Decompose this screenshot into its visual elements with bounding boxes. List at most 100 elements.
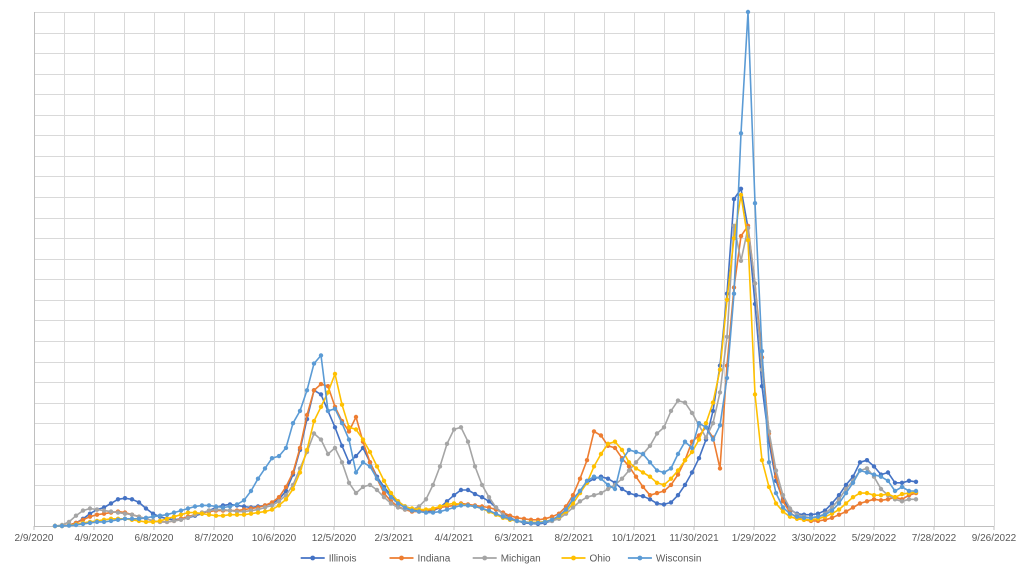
data-point <box>115 497 121 502</box>
data-point <box>724 334 730 339</box>
data-point <box>297 470 303 475</box>
data-point <box>311 361 317 366</box>
data-point <box>682 482 688 488</box>
data-point <box>381 490 387 496</box>
data-point <box>325 451 331 457</box>
data-point <box>899 484 905 490</box>
data-point <box>605 441 611 446</box>
data-point <box>269 503 275 508</box>
data-point <box>591 474 597 479</box>
data-point <box>612 439 618 444</box>
data-point <box>752 201 758 206</box>
series-line-illinois <box>55 188 917 527</box>
data-point <box>353 490 359 496</box>
data-point <box>493 505 499 510</box>
data-point <box>815 514 821 519</box>
data-point <box>276 499 282 504</box>
data-point <box>185 506 191 511</box>
data-point <box>808 512 814 517</box>
data-point <box>416 504 422 509</box>
data-point <box>122 496 128 501</box>
data-point <box>129 512 135 517</box>
data-point <box>591 429 597 434</box>
data-point <box>129 497 135 502</box>
data-point <box>430 510 436 515</box>
data-point <box>220 505 226 510</box>
data-point <box>892 495 898 500</box>
legend-label: Michigan <box>501 554 541 565</box>
data-point <box>59 523 65 529</box>
data-point <box>661 488 667 494</box>
data-point <box>143 519 149 525</box>
data-point <box>206 508 212 513</box>
data-point <box>598 476 604 481</box>
data-point <box>80 508 86 513</box>
data-point <box>598 451 604 457</box>
data-point <box>248 488 254 494</box>
data-point <box>479 495 485 500</box>
data-point <box>262 505 268 510</box>
data-point <box>752 281 758 286</box>
data-point <box>773 490 779 496</box>
data-point <box>605 482 611 488</box>
data-point <box>115 510 121 515</box>
data-point <box>52 523 58 529</box>
data-point <box>318 392 324 397</box>
data-point <box>185 510 191 515</box>
data-point <box>822 517 828 522</box>
data-point <box>115 517 121 522</box>
data-point <box>360 484 366 490</box>
data-point <box>689 470 695 475</box>
data-point <box>717 423 723 428</box>
data-point <box>444 499 450 504</box>
data-point <box>689 449 695 455</box>
data-point <box>437 509 443 514</box>
data-point <box>710 400 716 405</box>
data-point <box>444 502 450 507</box>
data-point <box>108 518 114 524</box>
data-point <box>878 474 884 479</box>
data-point <box>311 431 317 436</box>
data-point <box>402 505 408 510</box>
data-point <box>353 470 359 475</box>
x-tick-label: 10/6/2020 <box>252 533 297 544</box>
data-point <box>136 516 142 521</box>
data-point <box>647 497 653 502</box>
legend-item-michigan: Michigan <box>472 554 541 565</box>
x-tick-label: 12/5/2020 <box>312 533 357 544</box>
data-point <box>843 490 849 496</box>
data-point <box>640 484 646 490</box>
data-point <box>787 511 793 516</box>
data-point <box>213 513 219 518</box>
data-point <box>507 516 513 521</box>
data-point <box>318 404 324 409</box>
data-point <box>675 468 681 473</box>
data-point <box>829 511 835 516</box>
x-axis-tick-labels: 2/9/2020 4/9/2020 6/8/2020 8/7/2020 10/6/202… <box>15 526 1017 544</box>
data-point <box>171 514 177 519</box>
data-point <box>178 508 184 513</box>
legend-label: Illinois <box>329 554 357 565</box>
data-point <box>843 509 849 514</box>
x-tick-label: 2/9/2020 <box>15 533 54 544</box>
data-point <box>738 186 744 191</box>
data-point <box>199 503 205 508</box>
data-point <box>514 515 520 520</box>
data-point <box>381 478 387 483</box>
data-point <box>360 437 366 442</box>
x-tick-label: 5/29/2022 <box>852 533 897 544</box>
data-point <box>521 516 527 521</box>
data-point <box>871 464 877 469</box>
data-point <box>591 493 597 498</box>
data-point <box>668 476 674 481</box>
data-point <box>395 505 401 510</box>
data-point <box>738 131 744 136</box>
data-point <box>521 519 527 525</box>
data-point <box>332 406 338 411</box>
data-point <box>101 505 107 510</box>
data-point <box>535 520 541 526</box>
data-point <box>829 501 835 506</box>
data-point <box>619 476 625 481</box>
data-point <box>871 472 877 477</box>
data-point <box>619 486 625 492</box>
